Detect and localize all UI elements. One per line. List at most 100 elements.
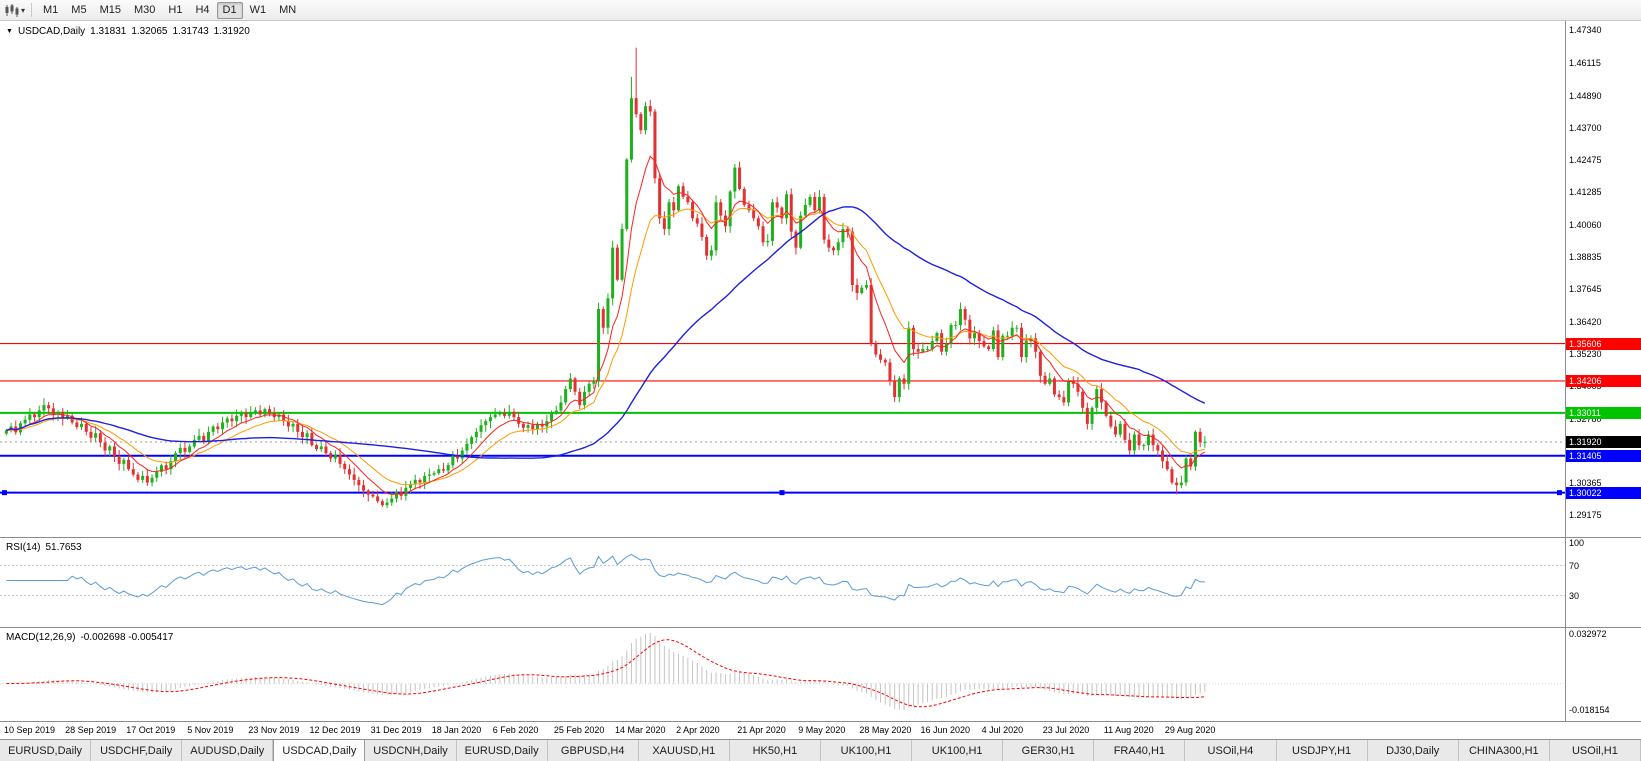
time-axis-label: 17 Oct 2019 [126,725,176,735]
price-axis-label: 1.40060 [1569,219,1602,230]
ohlc-open: 1.31831 [90,26,127,37]
time-axis-label: 28 Sep 2019 [65,725,117,735]
chart-tab-usdchf-daily[interactable]: USDCHF,Daily [91,740,183,761]
ohlc-close: 1.31920 [213,26,250,37]
ohlc-low: 1.31743 [172,26,209,37]
price-chart-canvas[interactable] [0,21,1565,537]
chart-tab-xauusd-h1[interactable]: XAUUSD,H1 [638,740,730,761]
macd-current-values: -0.002698 -0.005417 [80,632,174,643]
time-axis-label: 2 Apr 2020 [676,725,720,735]
price-line-label: 1.30022 [1566,486,1641,499]
time-axis-label: 29 Aug 2020 [1164,725,1216,735]
price-axis-label: 1.42475 [1569,155,1602,166]
chart-workspace: 1.47340 1.46115 1.44890 1.43700 1.42475 1.412… [0,21,1641,739]
time-axis-label: 23 Nov 2019 [248,725,300,735]
price-axis-label: 1.41285 [1569,186,1602,197]
timeframe-button-d1[interactable]: D1 [216,1,243,19]
chart-tab-dj30-daily[interactable]: DJ30,Daily [1367,740,1459,761]
chart-tab-uk100-h1[interactable]: UK100,H1 [912,740,1004,761]
chart-tab-usdcad-daily[interactable]: USDCAD,Daily [273,740,366,761]
macd-chart-canvas[interactable] [0,628,1565,721]
macd-axis-label: -0.018154 [1569,705,1610,715]
price-axis-label: 1.30365 [1569,478,1602,489]
time-axis-label: 5 Nov 2019 [187,725,234,735]
rsi-current-value: 51.7653 [45,542,82,553]
timeframe-button-w1[interactable]: W1 [249,3,267,16]
chart-tab-uk100-h1[interactable]: UK100,H1 [820,740,913,761]
macd-indicator-label: MACD(12,26,9) -0.002698 -0.005417 [6,632,173,643]
price-line-label: 1.33011 [1566,406,1641,419]
time-axis[interactable]: 10 Sep 2019 28 Sep 2019 17 Oct 2019 5 Nov 2… [0,722,1641,739]
price-line-label: 1.31405 [1566,449,1641,462]
price-axis[interactable]: 1.47340 1.46115 1.44890 1.43700 1.42475 1.412… [1565,21,1641,537]
timeframe-button-m1[interactable]: M1 [43,3,59,16]
ohlc-high: 1.32065 [131,26,168,37]
time-axis-label: 23 Jul 2020 [1042,725,1090,735]
top-toolbar: ▾ M1 M5 M15 M30 H1 H4 D1 W1 MN [0,0,1641,21]
price-axis-label: 1.35230 [1569,348,1602,359]
price-axis-label: 1.38835 [1569,252,1602,263]
time-axis-label: 21 Apr 2020 [737,725,786,735]
timeframe-button-mn[interactable]: MN [279,3,297,16]
price-pane[interactable]: 1.47340 1.46115 1.44890 1.43700 1.42475 1.412… [0,21,1641,538]
price-line-label: 1.34206 [1566,374,1641,387]
price-axis-label: 1.36420 [1569,316,1602,327]
macd-axis[interactable]: 0.032972 -0.018154 [1565,628,1641,721]
price-line-label: 1.35606 [1566,337,1641,350]
price-axis-label: 1.29175 [1569,510,1602,521]
chart-tab-fra40-h1[interactable]: FRA40,H1 [1094,740,1186,761]
toolbar-separator [31,3,33,17]
time-axis-label: 31 Dec 2019 [370,725,422,735]
chart-tab-gbpusd-h4[interactable]: GBPUSD,H4 [547,740,639,761]
chart-tab-usoil-h4[interactable]: USOil,H4 [1185,740,1277,761]
rsi-axis-label: 30 [1569,590,1580,601]
price-axis-label: 1.44890 [1569,90,1602,101]
macd-pane[interactable]: 0.032972 -0.018154 MACD(12,26,9) -0.00269… [0,628,1641,722]
timeframe-button-h4[interactable]: H4 [195,3,210,16]
chart-tab-eurusd-daily[interactable]: EURUSD,Daily [0,740,92,761]
time-axis-label: 25 Feb 2020 [553,725,605,735]
chart-symbol-period: USDCAD,Daily [17,26,86,37]
chart-tab-eurusd-daily[interactable]: EURUSD,Daily [456,740,548,761]
current-price-label: 1.31920 [1566,435,1641,448]
chart-type-candlestick-icon[interactable] [4,3,20,17]
price-axis-label: 1.46115 [1569,58,1601,69]
chart-title: ▼ USDCAD,Daily 1.31831 1.32065 1.31743 1… [6,26,250,37]
chart-title-arrow-icon: ▼ [6,28,13,35]
time-axis-label: 12 Dec 2019 [309,725,361,735]
price-axis-label: 1.32780 [1569,414,1602,424]
timeframe-button-group: M1 M5 M15 M30 H1 H4 D1 W1 MN [37,1,302,19]
rsi-axis-label: 100 [1569,538,1585,548]
timeframe-button-m30[interactable]: M30 [133,3,156,16]
time-axis-label: 14 Mar 2020 [615,725,666,735]
rsi-axis-label: 70 [1569,560,1580,571]
price-axis-label: 1.37645 [1569,284,1602,295]
chart-tab-hk50-h1[interactable]: HK50,H1 [729,740,821,761]
chart-tab-ger30-h1[interactable]: GER30,H1 [1003,740,1095,761]
rsi-indicator-label: RSI(14) 51.7653 [6,542,82,553]
time-axis-label: 11 Aug 2020 [1103,725,1154,735]
chart-tab-usdcnh-daily[interactable]: USDCNH,Daily [365,740,457,761]
chart-tabbar: EURUSD,Daily USDCHF,Daily AUDUSD,Daily USDC… [0,739,1641,761]
time-axis-label: 6 Feb 2020 [492,725,539,735]
chart-tab-audusd-daily[interactable]: AUDUSD,Daily [182,740,274,761]
rsi-pane[interactable]: 100 70 30 RSI(14) 51.7653 [0,538,1641,628]
chart-tab-usdjpy-h1[interactable]: USDJPY,H1 [1276,740,1368,761]
rsi-chart-canvas[interactable] [0,538,1565,627]
price-axis-label: 1.43700 [1569,122,1602,133]
rsi-name: RSI(14) [6,542,41,553]
rsi-axis[interactable]: 100 70 30 [1565,538,1641,627]
timeframe-button-m15[interactable]: M15 [99,3,121,16]
timeframe-button-h1[interactable]: H1 [168,3,183,16]
chart-type-dropdown-icon[interactable]: ▾ [21,5,26,15]
time-axis-label: 18 Jan 2020 [431,725,482,735]
time-axis-label: 16 Jun 2020 [920,725,971,735]
chart-tab-usoil-h1[interactable]: USOil,H1 [1549,740,1641,761]
time-axis-label: 28 May 2020 [859,725,912,735]
timeframe-button-m5[interactable]: M5 [71,3,87,16]
macd-axis-label: 0.032972 [1569,629,1607,639]
price-axis-label: 1.47340 [1569,25,1602,36]
macd-name: MACD(12,26,9) [6,632,76,643]
chart-tab-china300-h1[interactable]: CHINA300,H1 [1458,740,1550,761]
time-axis-label: 4 Jul 2020 [981,725,1024,735]
